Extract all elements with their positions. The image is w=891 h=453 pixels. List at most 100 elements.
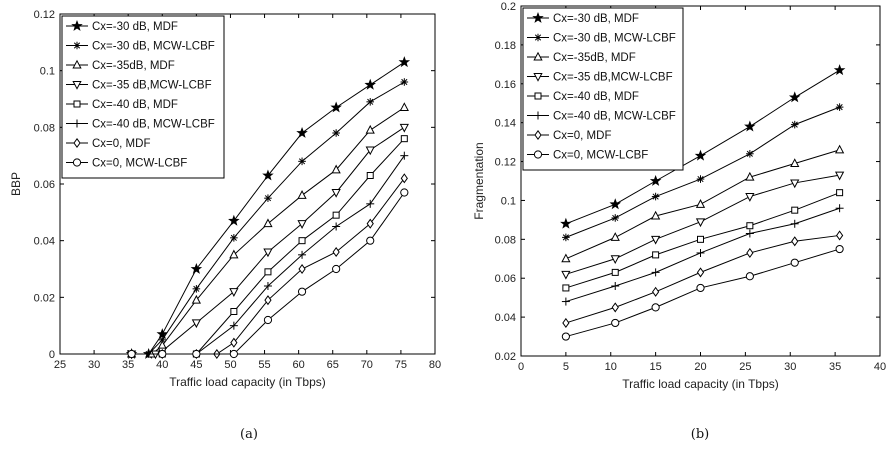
data-point (745, 171, 755, 181)
x-tick-label: 40 (874, 361, 886, 373)
data-point (561, 332, 570, 341)
data-point (746, 222, 754, 230)
data-point (400, 151, 409, 160)
x-tick-label: 30 (784, 361, 796, 373)
data-point (651, 268, 660, 277)
data-point (835, 204, 844, 213)
data-point (696, 283, 705, 293)
x-tick-label: 0 (518, 361, 524, 373)
x-tick-label: 25 (54, 359, 66, 371)
legend-entry: Cx=-35 dB,MCW-LCBF (527, 72, 673, 84)
data-point (694, 149, 707, 161)
data-point (264, 268, 272, 276)
data-point (834, 171, 845, 181)
data-point (836, 189, 844, 197)
legend-marker (532, 11, 544, 23)
data-point (297, 220, 307, 229)
x-tick-label: 75 (395, 359, 407, 371)
data-point (296, 126, 308, 138)
legend-label: Cx=-35dB, MDF (553, 52, 636, 64)
legend-label: Cx=-40 dB, MDF (92, 99, 178, 111)
data-point (228, 214, 240, 226)
data-point (399, 102, 409, 111)
x-tick-label: 55 (258, 359, 270, 371)
data-point (263, 248, 273, 258)
y-axis-label: BBP (9, 172, 23, 196)
data-point (297, 287, 307, 296)
series-line (565, 174, 840, 275)
data-point (262, 169, 274, 181)
data-point (332, 246, 340, 258)
data-point (649, 174, 662, 186)
legend-label: Cx=-30 dB, MDF (92, 21, 178, 33)
data-point (332, 222, 341, 231)
data-point (650, 235, 661, 245)
x-tick-label: 30 (88, 359, 100, 371)
series-circle (127, 188, 409, 359)
legend-label: Cx=-30 dB, MDF (553, 13, 639, 25)
legend-entry: Cx=-30 dB, MDF (66, 19, 178, 33)
x-tick-label: 20 (694, 361, 706, 373)
legend-marker (73, 137, 81, 149)
data-point (696, 175, 705, 183)
data-point (150, 350, 161, 360)
legend-entry: Cx=0, MDF (527, 129, 611, 142)
data-point (562, 317, 570, 329)
data-point (695, 218, 706, 228)
y-tick-label: 0.2 (501, 1, 516, 13)
data-point (332, 264, 341, 274)
legend: Cx=-30 dB, MDF Cx=-30 dB, MCW-LCBF Cx=-35d… (522, 7, 684, 171)
data-point (399, 123, 409, 133)
series-circle (561, 244, 844, 341)
data-point (745, 229, 754, 238)
data-point (562, 284, 570, 292)
data-point (561, 297, 570, 306)
y-tick-label: 0.06 (34, 179, 55, 191)
legend-label: Cx=0, MCW-LCBF (553, 150, 648, 162)
legend-marker (533, 150, 543, 159)
data-point (562, 233, 570, 242)
data-point (835, 244, 844, 254)
legend-entry: Cx=-35dB, MDF (66, 59, 175, 72)
y-tick-label: 0.06 (495, 273, 516, 285)
legend-label: Cx=0, MDF (553, 130, 611, 142)
y-tick-label: 0.12 (34, 9, 55, 21)
data-point (791, 236, 799, 247)
data-point (229, 249, 239, 259)
data-point (298, 157, 306, 166)
data-point (833, 64, 846, 76)
legend-label: Cx=0, MCW-LCBF (92, 158, 187, 170)
series-diamond (562, 230, 844, 329)
legend-entry: Cx=-30 dB, MCW-LCBF (66, 41, 215, 53)
data-point (365, 146, 375, 156)
data-point (331, 164, 341, 174)
data-point (298, 263, 306, 275)
x-tick-label: 25 (739, 361, 751, 373)
data-point (400, 78, 409, 86)
legend-label: Cx=-40 dB, MCW-LCBF (553, 111, 676, 123)
data-point (790, 219, 799, 228)
legend-label: Cx=0, MDF (92, 138, 150, 150)
x-tick-label: 65 (327, 359, 339, 371)
data-point (230, 308, 238, 315)
legend-entry: Cx=0, MCW-LCBF (66, 158, 187, 170)
data-point (263, 315, 273, 325)
legend: Cx=-30 dB, MDF Cx=-30 dB, MCW-LCBF Cx=-35d… (61, 15, 225, 179)
legend-marker (71, 19, 83, 31)
data-point (652, 251, 660, 259)
legend-marker (533, 73, 543, 82)
series-line (131, 61, 405, 355)
y-tick-label: 0.14 (495, 118, 516, 130)
series-line (131, 107, 405, 355)
data-point (330, 101, 342, 113)
data-point (365, 124, 375, 134)
data-point (298, 237, 306, 245)
data-point (264, 295, 272, 306)
y-tick-label: 0 (49, 349, 55, 361)
data-point (790, 258, 799, 267)
series-triangle-up (126, 102, 409, 358)
caption-b: (b) (691, 427, 709, 442)
legend-entry: Cx=-30 dB, MDF (527, 11, 639, 25)
data-point (561, 253, 571, 263)
x-tick-label: 15 (650, 361, 662, 373)
